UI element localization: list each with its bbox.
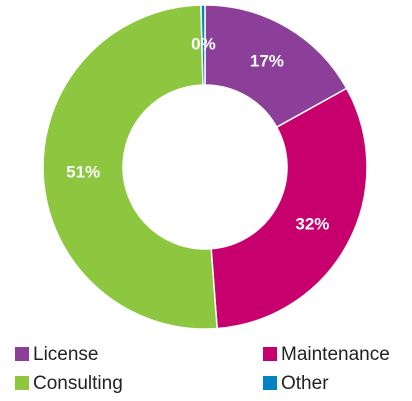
legend-swatch (15, 376, 29, 390)
value-label: 17% (250, 51, 284, 70)
legend-swatch (263, 347, 277, 361)
value-label: 0% (191, 34, 216, 53)
legend-label: Maintenance (281, 344, 390, 365)
legend-swatch (263, 376, 277, 390)
legend-label: Consulting (33, 373, 123, 394)
value-label: 51% (66, 163, 100, 182)
slice (200, 4, 206, 86)
legend-swatch (15, 347, 29, 361)
slice (42, 4, 218, 330)
slice (210, 87, 368, 330)
slice (204, 4, 348, 129)
value-label: 32% (295, 214, 329, 233)
legend-label: License (33, 344, 99, 365)
legend-label: Other (281, 373, 329, 394)
